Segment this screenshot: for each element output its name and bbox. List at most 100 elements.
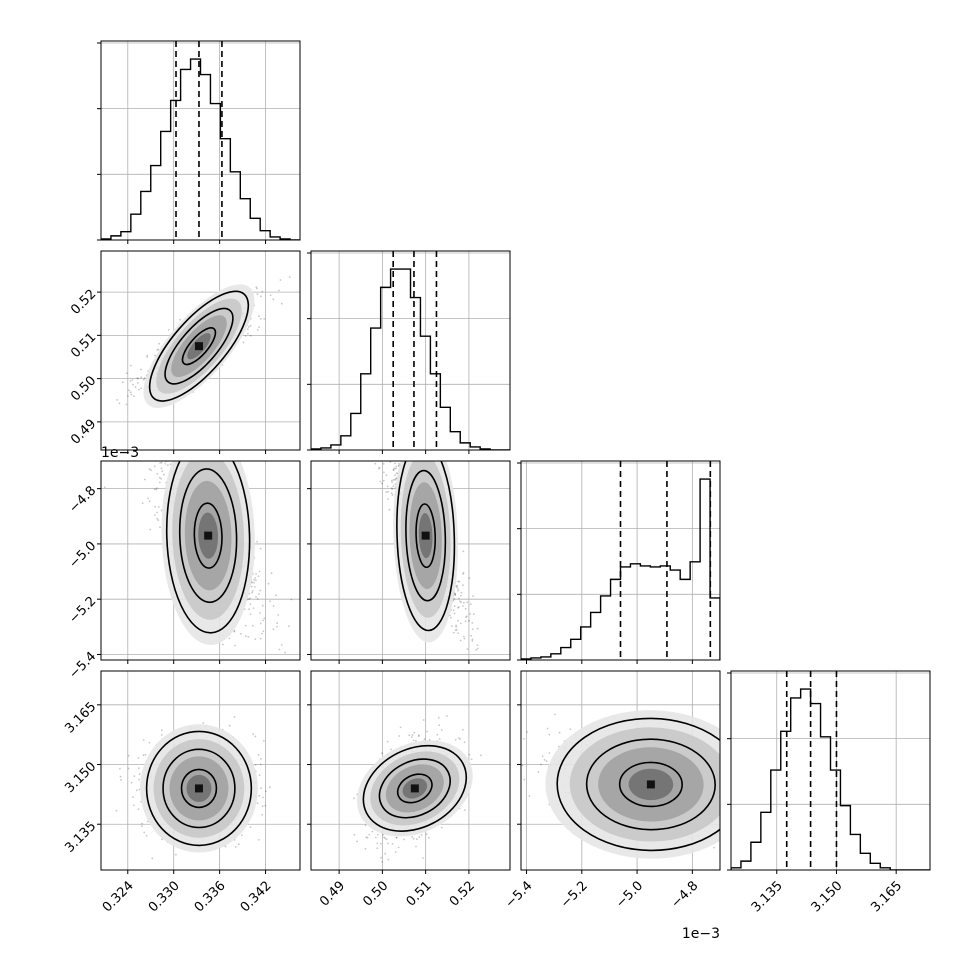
sample-point [115,809,118,812]
sample-point [413,731,416,734]
sample-point [251,581,253,584]
sample-point [365,836,368,839]
sample-point [134,386,137,388]
sample-point [198,431,200,433]
sample-point [147,497,150,500]
sample-point [177,431,179,433]
panel-frame [100,250,301,451]
sample-point [394,483,397,486]
sample-point [387,858,390,861]
sample-point [392,468,395,471]
xtick-label: 0.50 [360,878,391,909]
sample-point [156,423,158,425]
sample-point [465,615,468,618]
sample-point [202,451,204,453]
sample-point [98,423,100,425]
sample-point [403,459,405,461]
sample-point [247,636,250,638]
sample-point [255,286,258,288]
sample-point [260,787,262,790]
sample-point [375,430,377,432]
sample-point [387,490,389,493]
sample-point [258,326,260,328]
sample-point [457,580,460,583]
sample-point [463,635,465,638]
sample-point [239,632,242,635]
sample-point [142,739,145,741]
sample-point [141,822,143,825]
sample-point [237,843,240,846]
sample-point [233,630,236,633]
sample-point [469,603,472,605]
sample-point [455,624,457,627]
sample-point [260,758,262,760]
density-peak [410,784,419,793]
ytick-label: 0.52 [68,287,99,318]
sample-point [142,754,145,757]
sample-point [251,590,254,592]
sample-point [395,836,398,839]
sample-point [254,764,257,766]
histogram-step [311,268,510,450]
sample-point [381,482,383,485]
sample-point [253,581,256,584]
sample-point [366,836,369,839]
contour-line [164,307,234,385]
sample-point [391,488,394,490]
sample-point [224,845,227,848]
sample-point [120,779,122,781]
sample-point [364,847,367,850]
sample-point [156,511,159,514]
sample-point [391,843,394,845]
sample-point [395,472,398,475]
sample-point [269,294,272,297]
sample-point [279,279,282,281]
ytick-label: 3.150 [62,759,99,796]
sample-point [156,517,159,520]
sample-point [155,455,157,457]
sample-point [255,596,257,598]
sample-point [156,349,159,351]
sample-point [398,462,400,465]
sample-point [470,758,473,761]
sample-point [252,607,255,609]
sample-point [248,608,250,610]
sample-point [392,485,395,488]
xtick-label: 0.330 [146,878,183,915]
sample-point [472,613,475,616]
sample-point [735,812,737,814]
sample-point [175,853,177,856]
sample-point [378,466,381,469]
sample-point [488,667,490,669]
sample-point [261,632,263,635]
ytick-label: 3.135 [62,819,99,856]
sample-point [453,597,456,600]
sample-point [428,836,430,839]
sample-point [261,814,264,816]
sample-point [476,627,479,630]
panel-0-2: −5.4−5.2−5.0−4.81e−3 [66,423,301,682]
sample-point [244,335,247,337]
sample-point [475,649,478,651]
sample-point [415,739,417,742]
sample-point [394,452,396,454]
sample-point [159,462,162,464]
sample-point [116,399,118,401]
sample-point [454,593,457,596]
sample-point [394,462,396,465]
sample-point [390,748,392,751]
sample-point [384,445,386,447]
sample-point [471,622,474,624]
sample-point [280,644,283,646]
sample-point [248,598,250,600]
sample-point [395,465,398,468]
sample-point [258,315,260,318]
sample-point [460,601,462,604]
sample-point [364,824,367,827]
sample-point [193,459,195,461]
sample-point [149,457,151,459]
sample-point [462,728,464,731]
sample-point [415,838,418,841]
sample-point [257,839,260,841]
sample-point [774,800,776,802]
